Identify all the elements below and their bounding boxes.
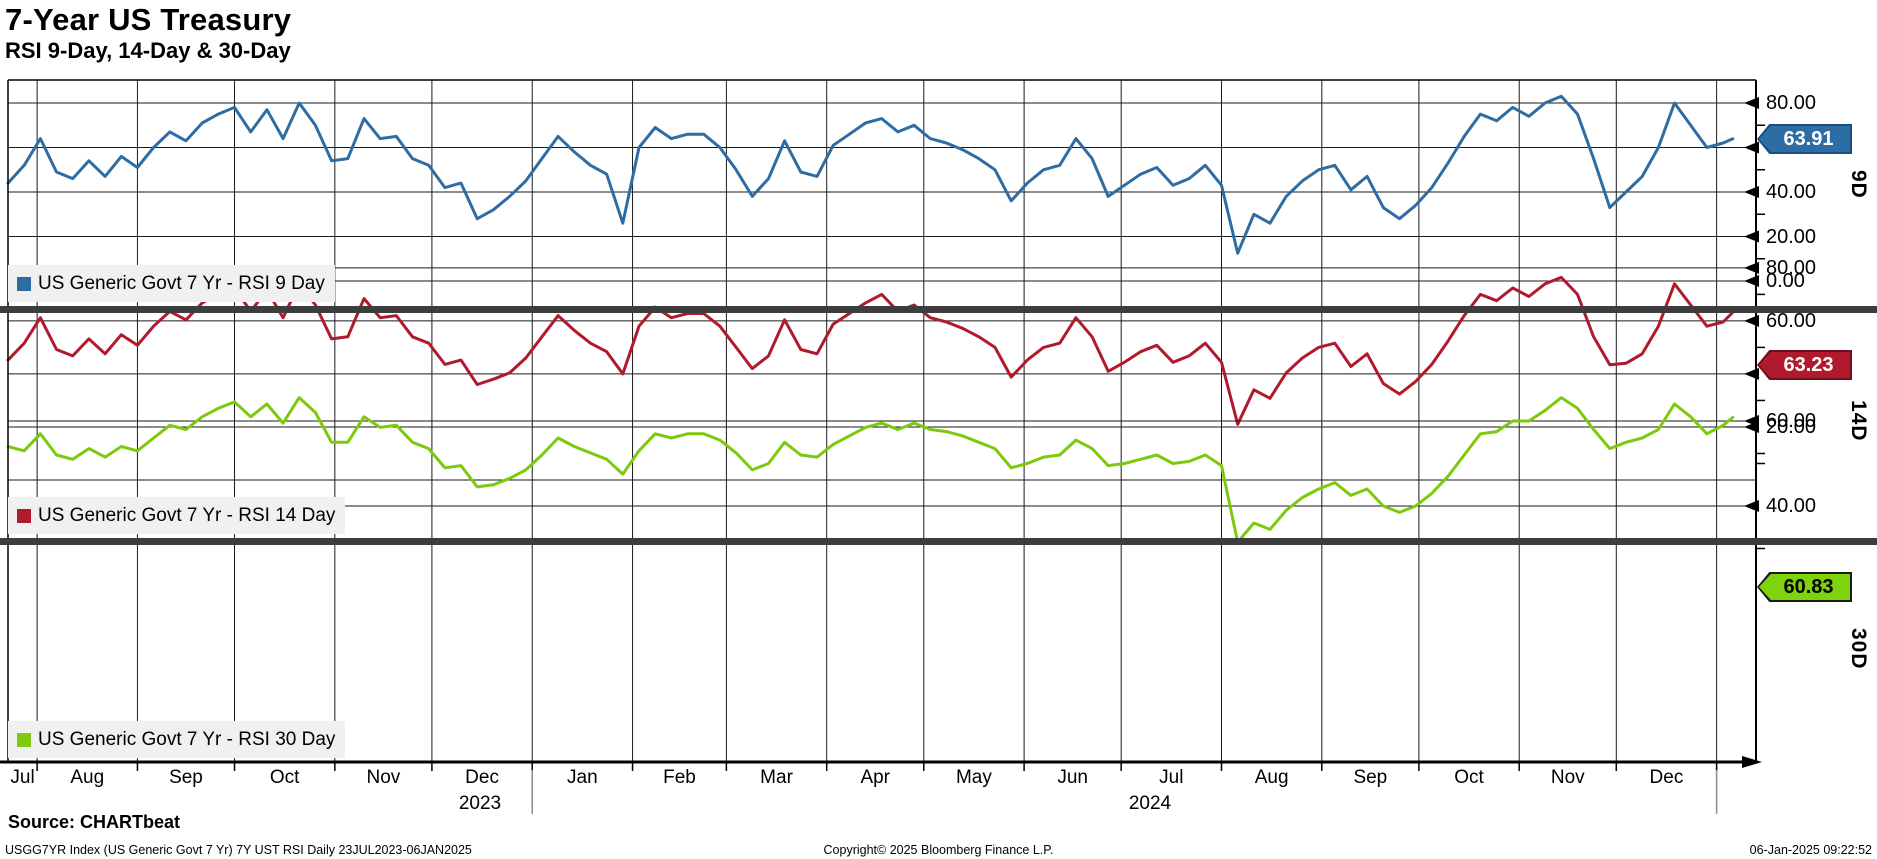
y-tick-label: 40.00 <box>1766 495 1817 517</box>
month-label: Dec <box>1649 767 1684 788</box>
footer-ticker-info: USGG7YR Index (US Generic Govt 7 Yr) 7Y … <box>5 843 472 857</box>
page-title: 7-Year US Treasury <box>5 2 292 37</box>
month-label: Feb <box>663 767 696 788</box>
badge-value: 60.83 <box>1759 574 1850 600</box>
panel-axis-title-14d: 14D <box>1847 400 1870 442</box>
month-label: Aug <box>70 767 105 788</box>
month-label: Nov <box>366 767 401 788</box>
last-value-badge-14d: 63.23 <box>1757 350 1852 380</box>
legend-rsi-14-day: US Generic Govt 7 Yr - RSI 14 Day <box>8 497 346 534</box>
month-label: Oct <box>1454 767 1484 788</box>
legend-label: US Generic Govt 7 Yr - RSI 9 Day <box>38 272 325 294</box>
badge-value: 63.91 <box>1759 126 1850 152</box>
legend-swatch-icon <box>17 508 31 523</box>
y-tick-label: 60.00 <box>1766 410 1817 432</box>
badge-value: 63.23 <box>1759 352 1850 378</box>
panel-divider <box>0 538 1877 545</box>
month-label: Sep <box>169 767 203 788</box>
y-tick-label: 60.00 <box>1766 309 1817 332</box>
month-label: Jul <box>1159 767 1184 788</box>
panel-axis-title-30d: 30D <box>1847 628 1870 670</box>
y-tick-label: 80.00 <box>1766 92 1817 114</box>
rsi-line-9d <box>6 94 1735 255</box>
month-label: Jun <box>1057 767 1088 788</box>
month-label: Dec <box>465 767 499 788</box>
y-tick-label: 0.00 <box>1766 270 1805 292</box>
y-tick-label: 40.00 <box>1766 181 1817 203</box>
legend-swatch-icon <box>17 732 31 747</box>
year-label-2023: 2023 <box>458 793 502 814</box>
panel-divider <box>0 306 1877 313</box>
legend-rsi-9-day: US Generic Govt 7 Yr - RSI 9 Day <box>8 265 335 302</box>
month-label: Mar <box>760 767 793 788</box>
footer-timestamp: 06-Jan-2025 09:22:52 <box>1749 843 1872 857</box>
month-label: Nov <box>1550 767 1585 788</box>
legend-rsi-30-day: US Generic Govt 7 Yr - RSI 30 Day <box>8 721 346 758</box>
month-label: Jan <box>567 767 598 788</box>
month-label: Sep <box>1353 767 1388 788</box>
page-subtitle: RSI 9-Day, 14-Day & 30-Day <box>5 38 291 63</box>
month-label: Jul <box>10 767 35 788</box>
source-line: Source: CHARTbeat <box>8 812 181 832</box>
month-label: May <box>955 767 992 788</box>
y-tick-label: 80.00 <box>1766 256 1817 279</box>
y-tick-label: 20.00 <box>1766 225 1817 248</box>
panel-axis-title-9d: 9D <box>1847 170 1870 199</box>
last-value-badge-30d: 60.83 <box>1757 572 1852 602</box>
y-tick-label: 20.00 <box>1766 415 1817 438</box>
legend-swatch-icon <box>17 276 31 291</box>
last-value-badge-9d: 63.91 <box>1757 124 1852 154</box>
legend-label: US Generic Govt 7 Yr - RSI 30 Day <box>38 728 336 750</box>
legend-label: US Generic Govt 7 Yr - RSI 14 Day <box>38 504 336 526</box>
year-label-2024: 2024 <box>1128 793 1172 814</box>
month-label: Aug <box>1254 767 1289 788</box>
month-label: Oct <box>269 767 300 788</box>
month-label: Apr <box>860 767 891 788</box>
footer-copyright: Copyright© 2025 Bloomberg Finance L.P. <box>823 843 1054 857</box>
rsi-line-30d <box>6 396 1735 544</box>
